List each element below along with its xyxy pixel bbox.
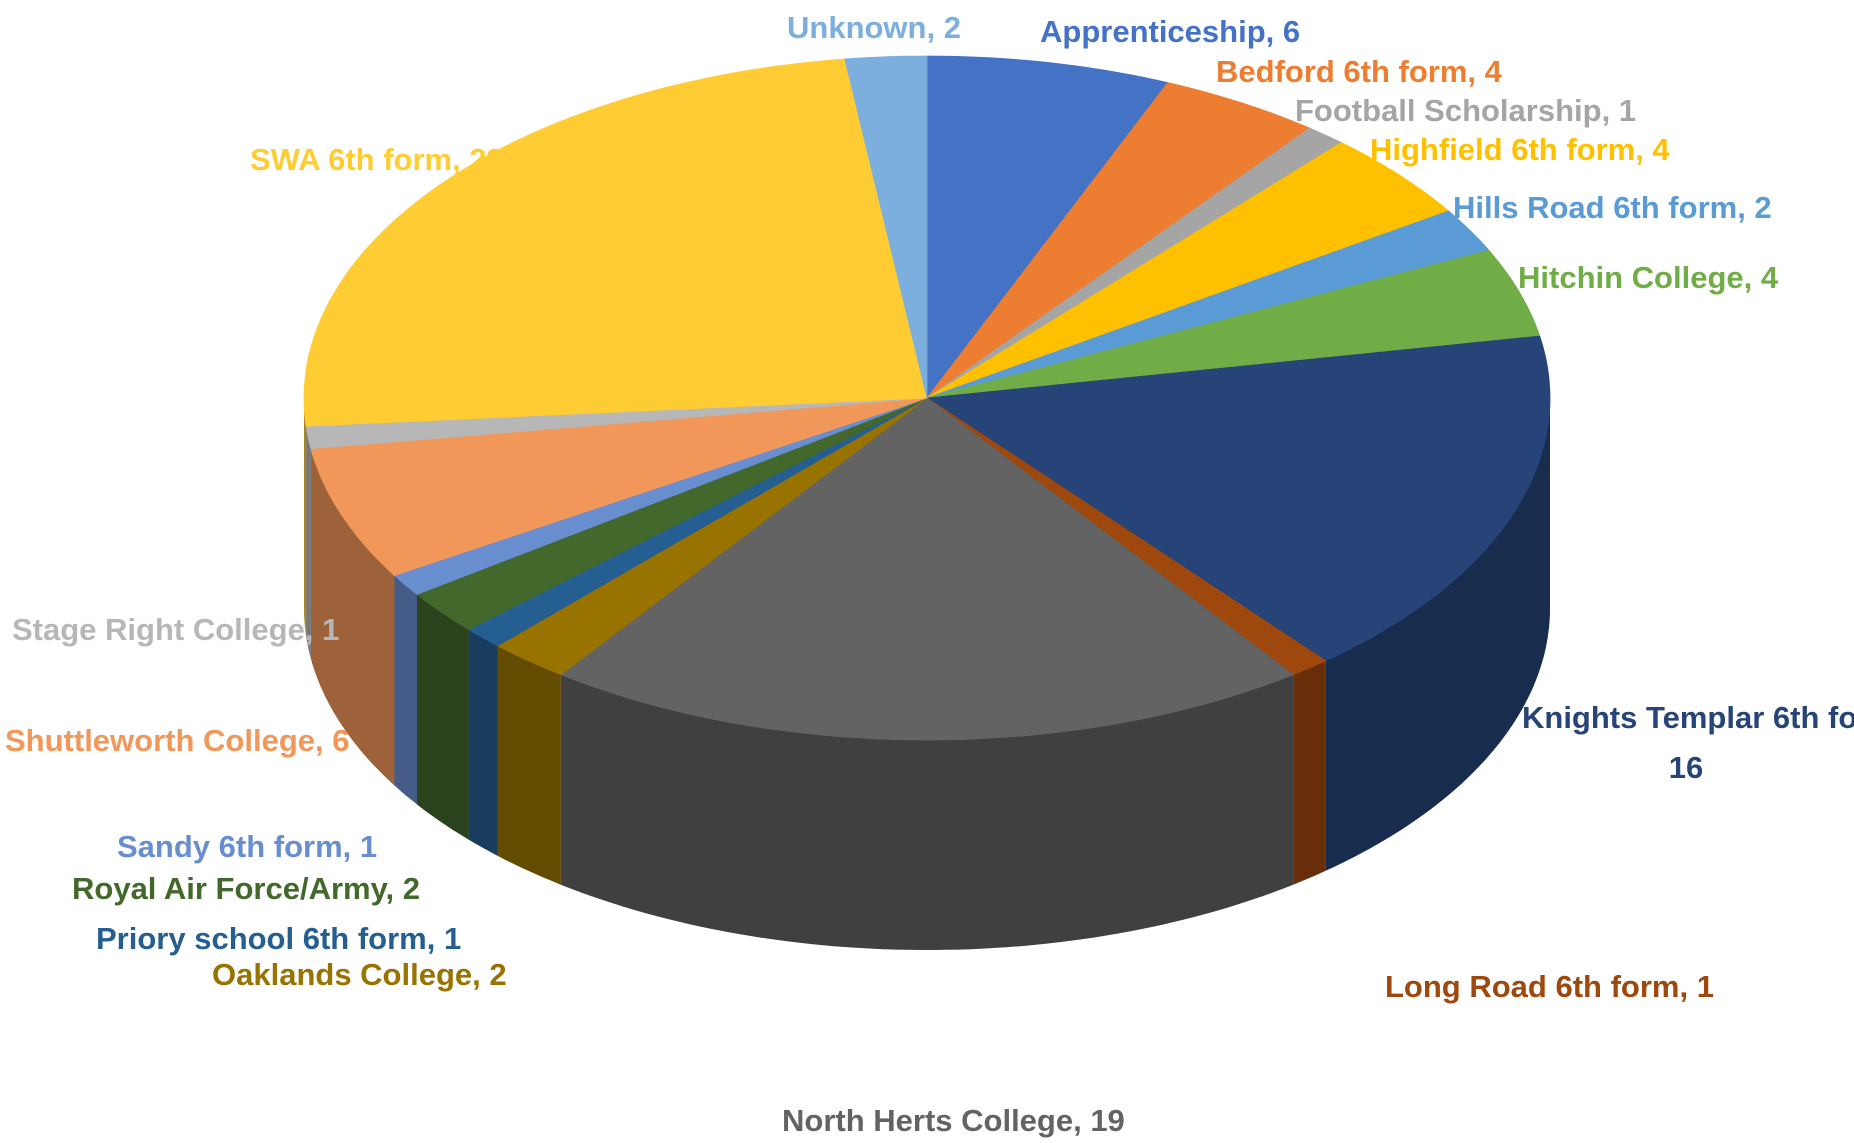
pie-side-knights-templar-6th-form <box>1325 398 1550 871</box>
pie-side-shade-sandy-6th-form <box>394 575 417 805</box>
pie-side-shade-north-herts-college <box>560 674 1294 950</box>
data-label-apprenticeship: Apprenticeship, 6 <box>1040 14 1300 49</box>
pie-side-swa-6th-form <box>304 398 307 637</box>
pie-labels: Apprenticeship, 6 Bedford 6th form, 4 Foot… <box>5 10 1854 1138</box>
pie-side-shuttleworth-college <box>310 448 395 786</box>
data-label-sandy-6th-form: Sandy 6th form, 1 <box>117 829 377 864</box>
data-label-unknown: Unknown, 2 <box>787 10 961 45</box>
pie-slice-apprenticeship <box>926 55 1169 400</box>
data-label-priory-school-6th-form: Priory school 6th form, 1 <box>96 921 461 956</box>
data-label-football-scholarship: Football Scholarship, 1 <box>1295 93 1636 128</box>
pie-side-shade-oaklands-college <box>497 645 561 885</box>
data-label-long-road-6th-form: Long Road 6th form, 1 <box>1385 969 1714 1004</box>
pie-slice-shuttleworth-college <box>310 397 928 576</box>
data-label-royal-air-force-army: Royal Air Force/Army, 2 <box>72 871 420 906</box>
data-label-knights-templar-6th-form-line2: 16 <box>1669 750 1703 785</box>
data-label-highfield-6th-form: Highfield 6th form, 4 <box>1370 132 1670 167</box>
pie-side-north-herts-college <box>560 674 1294 950</box>
data-label-hills-road-6th-form: Hills Road 6th form, 2 <box>1453 190 1772 225</box>
data-label-knights-templar-6th-form: Knights Templar 6th form, <box>1522 700 1854 735</box>
pie-side-shade-shuttleworth-college <box>310 448 395 786</box>
data-label-oaklands-college: Oaklands College, 2 <box>212 957 507 992</box>
pie-slice-hitchin-college <box>926 249 1541 399</box>
pie-side-shade-royal-air-force-army <box>417 594 469 840</box>
pie-sides <box>304 398 1550 950</box>
pie-slice-knights-templar-6th-form <box>925 335 1551 662</box>
pie-side-shade-swa-6th-form <box>304 398 307 637</box>
pie-slice-swa-6th-form <box>303 58 928 427</box>
pie-slice-north-herts-college <box>559 397 1295 741</box>
pie-side-shade-long-road-6th-form <box>1293 660 1326 885</box>
pie-side-priory-school-6th-form <box>468 629 498 856</box>
pie-slice-oaklands-college <box>496 397 928 676</box>
data-label-stage-right-college: Stage Right College, 1 <box>12 612 339 647</box>
pie-side-long-road-6th-form <box>1293 660 1326 885</box>
pie-slice-royal-air-force-army <box>416 397 928 631</box>
pie-side-shade-knights-templar-6th-form <box>1325 398 1550 871</box>
pie-top <box>303 55 1551 741</box>
pie-slice-bedford-6th-form <box>926 82 1311 399</box>
pie-side-shade-stage-right-college <box>306 426 311 659</box>
pie-slice-hills-road-6th-form <box>926 210 1490 399</box>
pie-side-sandy-6th-form <box>394 575 417 805</box>
data-label-swa-6th-form: SWA 6th form, 23 <box>250 142 504 177</box>
pie-side-shade-priory-school-6th-form <box>468 629 498 856</box>
data-label-north-herts-college: North Herts College, 19 <box>782 1103 1125 1138</box>
data-label-bedford-6th-form: Bedford 6th form, 4 <box>1216 54 1503 89</box>
data-label-hitchin-college: Hitchin College, 4 <box>1518 260 1779 295</box>
pie-side-stage-right-college <box>306 426 311 659</box>
data-label-shuttleworth-college: Shuttleworth College, 6 <box>5 723 349 758</box>
pie-side-oaklands-college <box>497 645 561 885</box>
pie-slice-unknown <box>844 55 928 399</box>
pie-side-royal-air-force-army <box>417 594 469 840</box>
pie-slice-highfield-6th-form <box>926 142 1450 399</box>
